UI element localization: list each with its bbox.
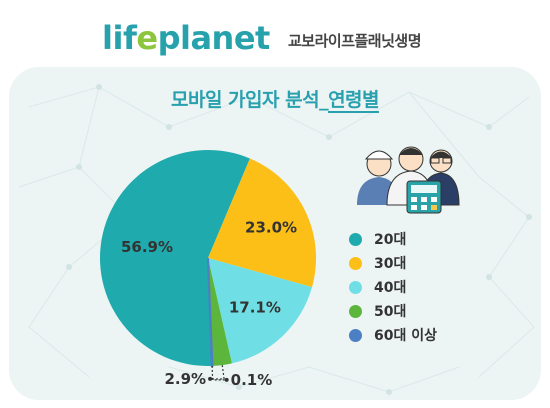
legend-label: 50대 [374, 304, 407, 320]
chart-panel: 모바일 가입자 분석_연령별 56.9% 23.0% 17.1% 2.9% 0.1% 2… [9, 67, 541, 400]
legend-label: 40대 [374, 280, 407, 296]
data-label-2: 17.1% [229, 298, 281, 316]
slice-20-0 [99, 150, 250, 367]
company-name: 교보라이프플래닛생명 [288, 32, 422, 50]
leader-line-3 [210, 364, 225, 380]
legend-item-0: 20대 [349, 227, 437, 251]
legend-item-3: 50대 [349, 299, 437, 323]
chart-title: 모바일 가입자 분석_연령별 [170, 89, 380, 113]
lifeplanet-logo[interactable]: lifeplanet [102, 19, 270, 57]
data-label-3: 2.9% [164, 370, 206, 388]
data-label-1: 23.0% [245, 219, 297, 237]
pie-chart: 56.9% 23.0% 17.1% 2.9% 0.1% [99, 150, 316, 389]
header: lifeplanet 교보라이프플래닛생명 [0, 0, 550, 62]
slice-30-1 [208, 158, 316, 288]
leader-dot-4 [224, 377, 229, 382]
slice-50-3 [208, 258, 232, 366]
leader-dot-3 [208, 376, 213, 381]
data-label-0: 56.9% [121, 238, 173, 256]
data-label-4: 0.1% [231, 371, 273, 389]
slice-40-2 [208, 258, 313, 364]
legend-swatch [349, 304, 362, 318]
legend-label: 20대 [374, 232, 407, 248]
legend-item-1: 30대 [349, 251, 437, 275]
legend-item-2: 40대 [349, 275, 437, 299]
legend-swatch [349, 256, 362, 270]
legend-item-4: 60대 이상 [349, 323, 437, 347]
legend-swatch [349, 328, 362, 342]
legend-swatch [349, 280, 362, 294]
illustration-people-calculator [357, 146, 460, 214]
legend-swatch [349, 232, 362, 246]
legend-label: 30대 [374, 256, 407, 272]
chart-legend: 20대 30대 40대 50대 60대 이상 [349, 227, 437, 347]
slice-60-4 [207, 257, 214, 367]
leader-line-4 [211, 365, 227, 381]
legend-label: 60대 이상 [374, 328, 437, 344]
